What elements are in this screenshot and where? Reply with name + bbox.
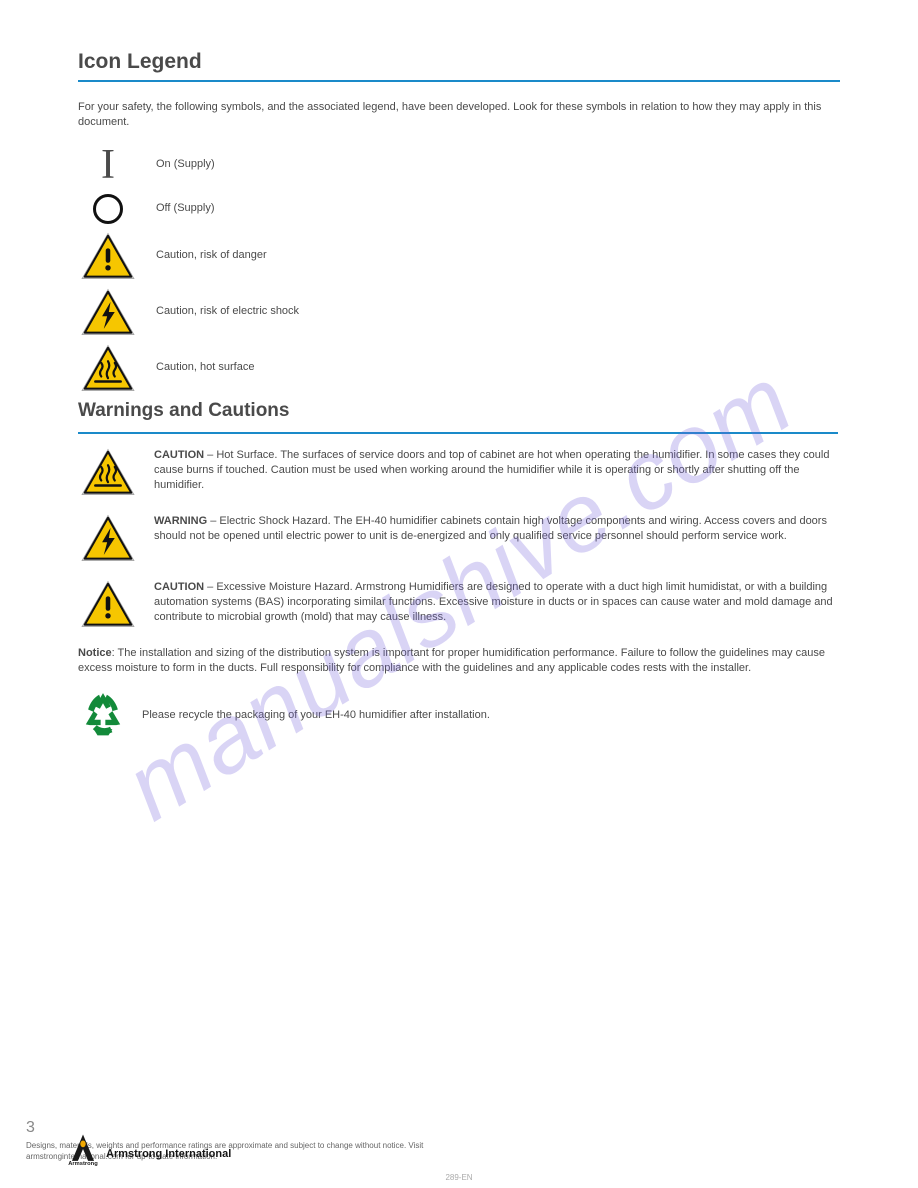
legend-label: Caution, hot surface	[156, 360, 254, 375]
legend-row-on: I On (Supply)	[78, 144, 840, 186]
legend-row-caution: Caution, risk of danger	[78, 232, 840, 280]
warning-lead: CAUTION	[154, 449, 204, 461]
legend-label: On (Supply)	[156, 157, 215, 172]
warning-body: Excessive Moisture Hazard. Armstrong Hum…	[154, 581, 833, 624]
armstrong-logo-icon: Armstrong	[66, 1132, 100, 1166]
legend-row-off: Off (Supply)	[78, 194, 840, 224]
recycle-note: Please recycle the packaging of your EH-…	[142, 709, 490, 721]
brand-logo: Armstrong Armstrong International	[66, 1132, 231, 1166]
warning-body: Electric Shock Hazard. The EH-40 humidif…	[154, 515, 827, 542]
hot-surface-icon	[81, 448, 135, 496]
recycle-row: Please recycle the packaging of your EH-…	[78, 690, 840, 740]
footer-center-code: 289-EN	[0, 1173, 918, 1182]
on-icon: I	[78, 144, 138, 186]
off-icon	[78, 194, 138, 224]
legend-label: Caution, risk of danger	[156, 248, 267, 263]
warning-text: WARNING – Electric Shock Hazard. The EH-…	[154, 514, 840, 562]
page-title: Icon Legend	[78, 50, 840, 74]
warning-lead: CAUTION	[154, 581, 204, 593]
hot-surface-icon	[81, 344, 135, 392]
warning-text: CAUTION – Excessive Moisture Hazard. Arm…	[154, 580, 840, 628]
warning-body: Hot Surface. The surfaces of service doo…	[154, 449, 829, 492]
brand-name: Armstrong International	[106, 1148, 231, 1160]
svg-text:Armstrong: Armstrong	[68, 1161, 98, 1166]
notice-body: The installation and sizing of the distr…	[78, 647, 825, 674]
recycle-icon	[78, 690, 128, 740]
legend-row-shock: Caution, risk of electric shock	[78, 288, 840, 336]
caution-icon	[81, 580, 135, 628]
intro-paragraph: For your safety, the following symbols, …	[78, 100, 840, 130]
caution-icon	[81, 232, 135, 280]
legend-label: Caution, risk of electric shock	[156, 304, 299, 319]
legend-label: Off (Supply)	[156, 201, 215, 216]
shock-icon	[81, 514, 135, 562]
warning-block-shock: WARNING – Electric Shock Hazard. The EH-…	[78, 514, 840, 562]
notice-lead: Notice	[78, 647, 112, 659]
shock-icon	[81, 288, 135, 336]
warning-block-hot: CAUTION – Hot Surface. The surfaces of s…	[78, 448, 840, 496]
warnings-title: Warnings and Cautions	[78, 400, 840, 422]
warning-text: CAUTION – Hot Surface. The surfaces of s…	[154, 448, 840, 496]
title-rule	[78, 80, 840, 82]
warning-lead: WARNING	[154, 515, 207, 527]
legend-row-hot: Caution, hot surface	[78, 344, 840, 392]
notice-block: Notice: The installation and sizing of t…	[78, 646, 840, 677]
warning-block-caution: CAUTION – Excessive Moisture Hazard. Arm…	[78, 580, 840, 628]
warnings-rule	[78, 432, 838, 434]
